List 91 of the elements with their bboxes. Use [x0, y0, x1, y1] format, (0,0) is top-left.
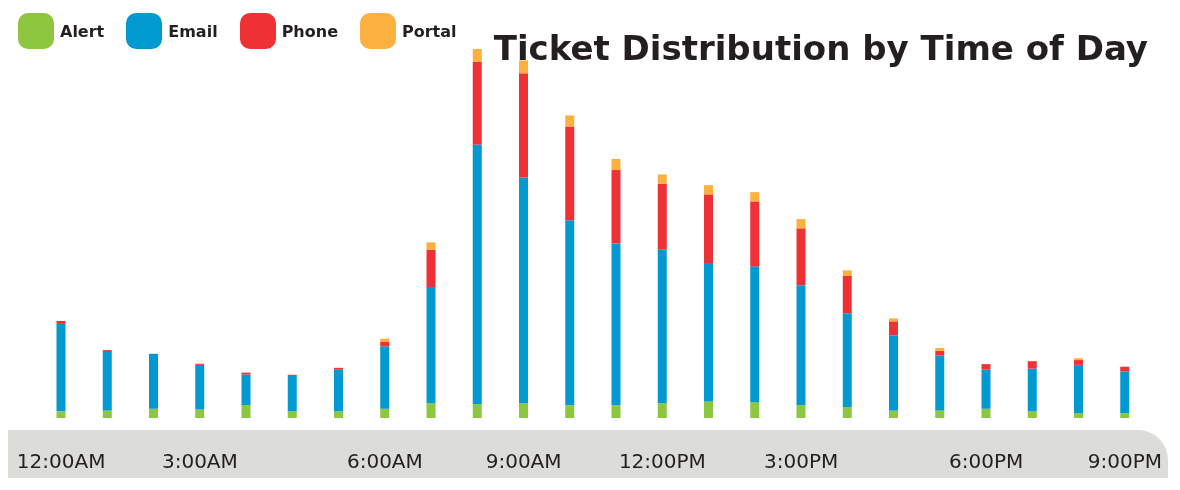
bar: [842, 275, 852, 314]
bar: [796, 405, 806, 418]
bar: [426, 287, 436, 404]
bar: [657, 249, 667, 404]
bar: [796, 228, 806, 286]
x-tick-label: 12:00AM: [16, 449, 106, 474]
bar: [1074, 413, 1083, 418]
bar: [611, 170, 621, 244]
bar: [149, 408, 158, 418]
bar: [241, 374, 251, 406]
bar: [981, 364, 991, 370]
bar: [56, 411, 66, 418]
bar: [704, 194, 713, 264]
bar: [750, 266, 760, 403]
bar: [1120, 366, 1130, 372]
bar: [472, 144, 482, 404]
legend-label: Phone: [281, 21, 338, 41]
bar: [657, 403, 667, 418]
bar: [981, 369, 991, 409]
bar: [472, 49, 482, 62]
bar: [1120, 413, 1130, 418]
bar: [842, 406, 852, 418]
bar: [380, 338, 390, 342]
bar: [796, 285, 806, 406]
legend-label: Alert: [60, 21, 105, 41]
bar: [56, 323, 66, 412]
bar: [565, 220, 575, 406]
bar: [611, 405, 621, 418]
bar: [472, 61, 482, 145]
x-tick-label: 3:00AM: [161, 449, 238, 474]
bar: [750, 201, 760, 267]
bar: [842, 270, 852, 276]
bar: [611, 243, 621, 406]
bar: [149, 353, 158, 409]
bar: [380, 346, 390, 409]
bar: [889, 335, 898, 411]
bar: [750, 402, 760, 418]
bar: [195, 409, 205, 418]
bar: [472, 403, 482, 418]
bar: [1027, 368, 1037, 412]
bar: [1027, 361, 1037, 369]
bar: [842, 313, 852, 407]
bar: [1074, 360, 1083, 365]
bar: [241, 405, 251, 418]
bar: [611, 158, 621, 171]
bar: [519, 60, 528, 74]
bar: [334, 411, 343, 418]
bar: [889, 410, 898, 418]
bar: [704, 401, 713, 418]
bar: [519, 73, 528, 178]
bar: [195, 364, 205, 410]
bar: [704, 263, 713, 402]
bar: [935, 350, 945, 356]
bar: [565, 405, 575, 418]
bar: [704, 185, 713, 195]
bar: [56, 320, 66, 324]
bar: [935, 355, 945, 411]
bar: [657, 183, 667, 250]
x-tick-label: 9:00PM: [1087, 449, 1162, 474]
bar: [796, 219, 806, 229]
x-tick-label: 6:00AM: [346, 449, 423, 474]
bar: [380, 408, 390, 418]
bar: [889, 318, 898, 322]
bar: [565, 126, 575, 221]
bar: [287, 375, 297, 412]
bar: [889, 321, 898, 336]
x-tick-label: 3:00PM: [764, 449, 839, 474]
bar: [426, 249, 436, 288]
bar: [519, 177, 528, 404]
bar: [426, 242, 436, 250]
bar: [981, 408, 991, 418]
bar: [426, 403, 436, 418]
x-tick-label: 6:00PM: [949, 449, 1024, 474]
bar: [657, 174, 667, 184]
bar: [935, 410, 945, 418]
bar: [287, 411, 297, 418]
bar: [1027, 411, 1037, 418]
bar: [750, 192, 760, 202]
x-tick-label: 9:00AM: [485, 449, 562, 474]
bar: [1074, 364, 1083, 414]
legend-label: Portal: [402, 21, 457, 41]
bar: [565, 115, 575, 127]
bar: [102, 351, 112, 411]
legend-label: Email: [168, 21, 218, 41]
chart-title: Ticket Distribution by Time of Day: [493, 27, 1148, 70]
bar: [334, 369, 343, 412]
x-tick-label: 12:00PM: [618, 449, 706, 474]
bar: [1120, 371, 1130, 414]
bar: [519, 403, 528, 418]
bar: [935, 347, 945, 351]
bar: [102, 410, 112, 418]
